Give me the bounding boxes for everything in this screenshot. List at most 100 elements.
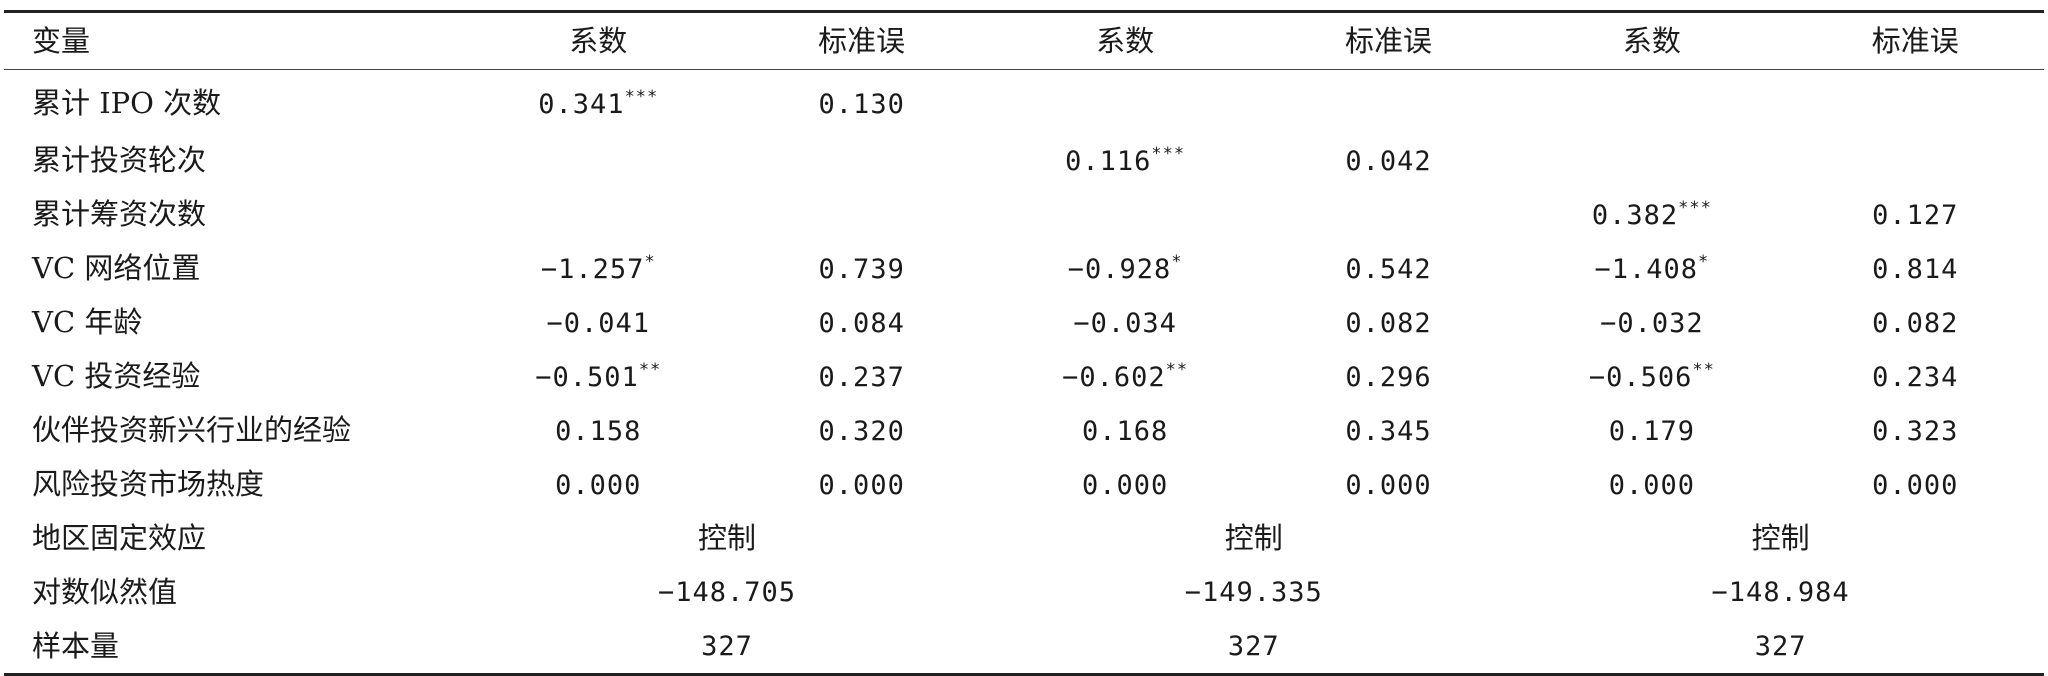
row-label: VC 投资经验 (32, 358, 201, 393)
table-row: 样本量 327 327 327 (4, 619, 2044, 675)
cell-value: 0.234 (1872, 361, 1959, 393)
coef-cell (1517, 133, 1786, 187)
se-cell: 0.127 (1787, 187, 2044, 241)
se-cell: 0.000 (1787, 457, 2044, 511)
cell-value: 0.179 (1608, 415, 1696, 447)
header-se-1: 标准误 (818, 23, 906, 58)
header-coef-2: 系数 (1096, 23, 1155, 58)
row-label: 样本量 (32, 628, 120, 663)
model-summary-cell: −149.335 (1184, 576, 1323, 608)
cell-value: 0.084 (818, 307, 905, 339)
se-cell: 0.082 (1787, 295, 2044, 349)
significance-stars: ** (638, 359, 662, 380)
se-cell: 0.237 (733, 349, 990, 403)
table-row: 伙伴投资新兴行业的经验 0.158 0.320 0.168 0.345 0.179 0.32… (4, 403, 2044, 457)
cell-value: 0.000 (1872, 469, 1959, 501)
cell-value: −0.928 (1067, 253, 1172, 285)
header-variable: 变量 (32, 23, 91, 58)
coef-cell (990, 70, 1259, 134)
coef-cell (1517, 70, 1786, 134)
se-cell (733, 187, 990, 241)
cell-value: 0.345 (1345, 415, 1432, 447)
model-summary-cell: −148.705 (657, 576, 796, 608)
cell-value: −1.408 (1594, 253, 1699, 285)
significance-stars: * (644, 251, 656, 272)
se-cell: 0.542 (1260, 241, 1517, 295)
cell-value: 0.000 (1345, 469, 1432, 501)
coef-cell: −0.034 (990, 295, 1259, 349)
cell-value: −0.501 (535, 361, 639, 393)
significance-stars: * (1698, 251, 1710, 272)
cell-value: 0.000 (555, 469, 642, 501)
row-label: VC 网络位置 (32, 250, 201, 285)
coef-cell: −1.408* (1517, 241, 1786, 295)
model-summary-cell: 327 (1754, 630, 1807, 662)
se-cell (733, 133, 990, 187)
model-summary-cell: 327 (701, 630, 753, 662)
table-row: VC 网络位置 −1.257* 0.739 −0.928* 0.542 −1.408* 0.… (4, 241, 2044, 295)
model-summary-cell: 控制 (697, 520, 756, 555)
coef-cell: 0.158 (464, 403, 733, 457)
coef-cell: −1.257* (464, 241, 733, 295)
table-row: VC 年龄 −0.041 0.084 −0.034 0.082 −0.032 0.082 (4, 295, 2044, 349)
row-label: 地区固定效应 (32, 520, 207, 555)
cell-value: 0.130 (818, 89, 905, 120)
coef-cell: 0.000 (990, 457, 1259, 511)
cell-value: 0.323 (1872, 415, 1959, 447)
model-summary-cell: 控制 (1224, 520, 1283, 555)
se-cell: 0.296 (1260, 349, 1517, 403)
cell-value: 0.341 (538, 89, 625, 120)
cell-value: 0.082 (1345, 307, 1432, 339)
coef-cell: −0.506** (1517, 349, 1786, 403)
coef-cell (464, 187, 733, 241)
coef-cell: −0.501** (464, 349, 733, 403)
cell-value: −0.032 (1600, 307, 1704, 339)
header-coef-3: 系数 (1622, 23, 1681, 58)
row-label: VC 年龄 (32, 304, 143, 339)
cell-value: −0.506 (1588, 361, 1693, 393)
table-row: 风险投资市场热度 0.000 0.000 0.000 0.000 0.000 0.000 (4, 457, 2044, 511)
cell-value: −0.041 (546, 307, 651, 339)
header-coef-1: 系数 (569, 23, 628, 58)
coef-cell: −0.602** (990, 349, 1259, 403)
se-cell: 0.084 (733, 295, 990, 349)
se-cell: 0.739 (733, 241, 990, 295)
coef-cell: 0.116*** (990, 133, 1259, 187)
se-cell: 0.000 (1260, 457, 1517, 511)
se-cell: 0.814 (1787, 241, 2044, 295)
cell-value: 0.320 (818, 415, 905, 447)
significance-stars: ** (1692, 359, 1715, 380)
row-label: 累计筹资次数 (32, 196, 207, 231)
cell-value: −0.034 (1073, 307, 1177, 339)
se-cell: 0.130 (733, 70, 990, 134)
cell-value: 0.158 (555, 415, 642, 447)
regression-table: 变量 系数 标准误 系数 标准误 系数 标准误 累计 IPO 次数 0.341**… (4, 10, 2044, 676)
cell-value: 0.127 (1872, 199, 1959, 231)
coef-cell: −0.041 (464, 295, 733, 349)
se-cell: 0.234 (1787, 349, 2044, 403)
se-cell (1787, 133, 2044, 187)
row-label: 累计投资轮次 (32, 142, 207, 177)
cell-value: 0.382 (1591, 199, 1679, 231)
se-cell: 0.345 (1260, 403, 1517, 457)
se-cell: 0.320 (733, 403, 990, 457)
coef-cell: 0.168 (990, 403, 1259, 457)
coef-cell: 0.000 (464, 457, 733, 511)
se-cell (1260, 187, 1517, 241)
cell-value: 0.000 (1608, 469, 1696, 501)
se-cell (1260, 70, 1517, 134)
table-row: 累计投资轮次 0.116*** 0.042 (4, 133, 2044, 187)
header-se-3: 标准误 (1871, 23, 1959, 58)
cell-value: 0.739 (818, 253, 905, 285)
table-row: 累计 IPO 次数 0.341*** 0.130 (4, 70, 2044, 134)
coef-cell: −0.032 (1517, 295, 1786, 349)
se-cell: 0.042 (1260, 133, 1517, 187)
table-row: VC 投资经验 −0.501** 0.237 −0.602** 0.296 −0.506*… (4, 349, 2044, 403)
se-cell: 0.000 (733, 457, 990, 511)
cell-value: 0.000 (1081, 469, 1169, 501)
header-se-2: 标准误 (1344, 23, 1432, 58)
coef-cell: 0.179 (1517, 403, 1786, 457)
cell-value: 0.542 (1345, 253, 1432, 285)
se-cell: 0.082 (1260, 295, 1517, 349)
